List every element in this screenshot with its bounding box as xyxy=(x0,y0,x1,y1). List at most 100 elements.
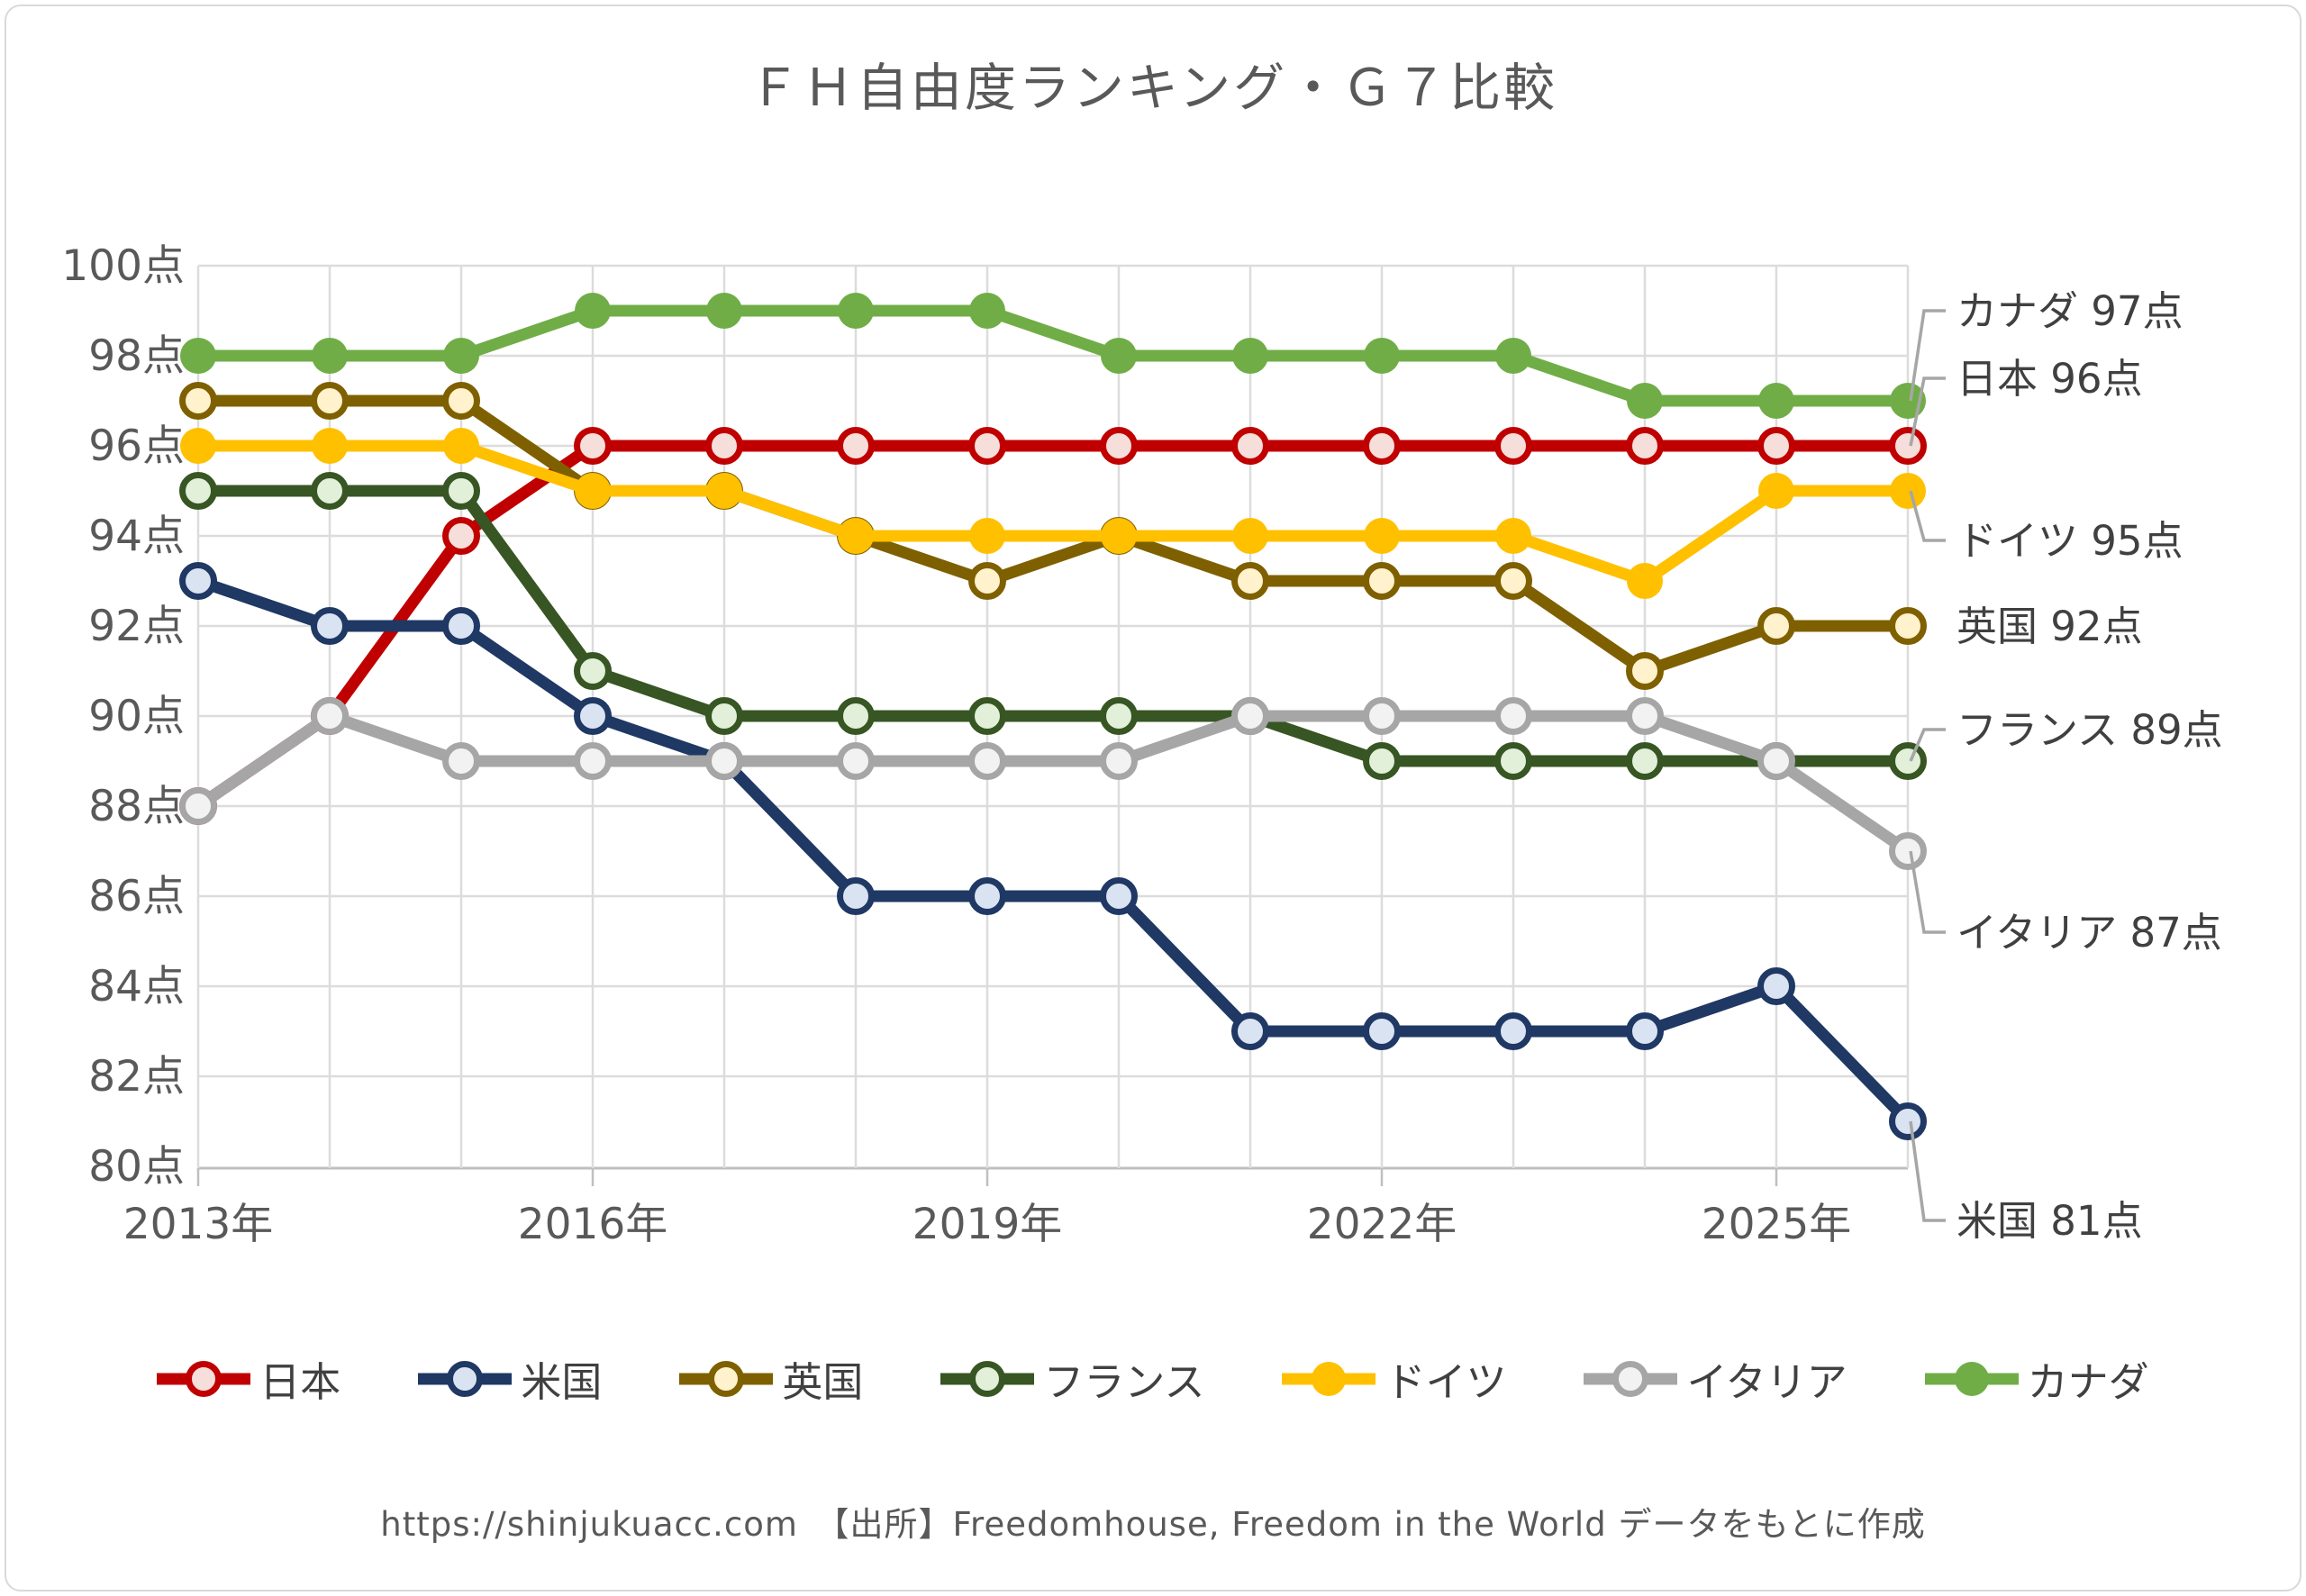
data-point-marker xyxy=(1495,338,1531,374)
annotation-japan: 日本 96点 xyxy=(1909,355,2143,447)
legend-item-usa: 米国 xyxy=(418,1349,602,1408)
data-point-marker xyxy=(1494,427,1532,465)
legend-swatch-japan xyxy=(157,1360,251,1397)
data-point-marker xyxy=(180,338,216,374)
data-point-marker xyxy=(1626,427,1664,465)
annotation-label: イタリア 87点 xyxy=(1956,909,2222,957)
data-point-marker xyxy=(968,877,1006,915)
data-point-marker xyxy=(1363,697,1401,735)
data-point-marker xyxy=(180,428,216,464)
data-point-marker xyxy=(1364,518,1400,554)
annotation-label: 英国 92点 xyxy=(1956,603,2143,650)
data-point-marker xyxy=(1231,427,1269,465)
x-axis-tick-label: 2016年 xyxy=(518,1200,668,1249)
legend-item-italy: イタリア xyxy=(1584,1349,1848,1408)
data-point-marker xyxy=(1231,697,1269,735)
data-point-marker xyxy=(1494,697,1532,735)
data-point-marker xyxy=(574,742,612,780)
data-point-marker xyxy=(838,293,874,329)
y-axis-tick-label: 98点 xyxy=(88,331,185,381)
series-line-canada xyxy=(192,304,1914,407)
data-point-marker xyxy=(574,652,612,690)
legend-swatch-usa xyxy=(418,1360,513,1397)
x-axis-tick-label: 2022年 xyxy=(1307,1200,1457,1249)
annotation-leader-line xyxy=(1909,728,1946,762)
data-point-marker xyxy=(1495,518,1531,554)
data-point-marker xyxy=(1100,877,1138,915)
y-axis-tick-label: 88点 xyxy=(88,782,185,831)
annotation-leader-line xyxy=(1909,309,1946,402)
annotation-leader-line xyxy=(1909,850,1946,934)
series-line-uk xyxy=(192,394,1914,677)
x-axis-tick-label: 2025年 xyxy=(1702,1200,1852,1249)
data-point-marker xyxy=(1889,742,1927,780)
x-axis-tick-label: 2019年 xyxy=(912,1200,1063,1249)
data-point-marker xyxy=(1231,562,1269,600)
legend-item-japan: 日本 xyxy=(157,1349,340,1408)
data-point-marker xyxy=(1363,1012,1401,1050)
data-point-marker xyxy=(1494,742,1532,780)
annotation-label: 日本 96点 xyxy=(1956,355,2143,403)
annotation-label: 米国 81点 xyxy=(1956,1197,2143,1245)
y-axis-tick-label: 80点 xyxy=(88,1142,185,1192)
source-note: https://shinjukuacc.com 【出所】Freedomhouse… xyxy=(380,1505,1926,1544)
legend-swatch-uk xyxy=(679,1360,774,1397)
data-point-marker xyxy=(311,607,349,645)
data-point-marker xyxy=(1758,383,1794,419)
data-point-marker xyxy=(1494,562,1532,600)
data-point-marker xyxy=(706,293,742,329)
annotation-leader-line xyxy=(1909,490,1946,542)
data-point-marker xyxy=(574,427,612,465)
legend-item-canada: カナダ xyxy=(1924,1349,2149,1408)
data-point-marker xyxy=(837,697,875,735)
legend-item-germany: ドイツ xyxy=(1282,1349,1506,1408)
data-point-marker xyxy=(837,742,875,780)
data-point-marker xyxy=(1889,607,1927,645)
data-point-marker xyxy=(442,607,480,645)
y-axis-tick-label: 90点 xyxy=(88,692,185,741)
annotation-italy: イタリア 87点 xyxy=(1909,850,2222,957)
data-point-marker xyxy=(1494,1012,1532,1050)
data-point-marker xyxy=(1232,518,1268,554)
legend-label-canada: カナダ xyxy=(2027,1358,2149,1406)
data-point-marker xyxy=(1363,562,1401,600)
data-point-marker xyxy=(575,473,611,509)
annotation-label: カナダ 97点 xyxy=(1956,287,2183,335)
data-point-marker xyxy=(443,428,479,464)
y-axis-tick-label: 96点 xyxy=(88,422,185,471)
annotation-usa: 米国 81点 xyxy=(1909,1120,2143,1245)
annotation-label: ドイツ 95点 xyxy=(1956,517,2183,565)
annotation-germany: ドイツ 95点 xyxy=(1909,490,2183,565)
data-point-marker xyxy=(575,293,611,329)
legend-item-uk: 英国 xyxy=(679,1349,863,1408)
data-point-marker xyxy=(1889,1102,1927,1140)
data-point-marker xyxy=(312,338,348,374)
data-point-marker xyxy=(1758,473,1794,509)
annotation-canada: カナダ 97点 xyxy=(1909,287,2183,402)
data-point-marker xyxy=(706,473,742,509)
data-point-marker xyxy=(1757,967,1795,1005)
data-point-marker xyxy=(311,697,349,735)
series-line-france xyxy=(192,485,1914,767)
annotation-uk: 英国 92点 xyxy=(1956,603,2143,650)
legend-label-uk: 英国 xyxy=(782,1358,864,1406)
y-axis-tick-label: 84点 xyxy=(88,962,185,1011)
data-point-marker xyxy=(179,562,217,600)
y-axis-tick-label: 82点 xyxy=(88,1052,185,1102)
data-point-marker xyxy=(969,518,1005,554)
legend-swatch-germany xyxy=(1282,1361,1376,1396)
data-point-marker xyxy=(1626,697,1664,735)
data-point-marker xyxy=(1627,563,1663,599)
chart-title: ＦＨ自由度ランキング・Ｇ７比較 xyxy=(748,59,1558,118)
chart-legend: 日本 米国 英国 フランス ドイツ イタリア カナダ xyxy=(0,1349,2306,1408)
legend-swatch-canada xyxy=(1924,1361,2019,1396)
data-point-marker xyxy=(968,742,1006,780)
annotation-leader-line xyxy=(1909,376,1946,447)
data-point-marker xyxy=(442,382,480,420)
data-point-marker xyxy=(838,518,874,554)
data-point-marker xyxy=(442,742,480,780)
legend-label-japan: 日本 xyxy=(259,1358,341,1406)
data-point-marker xyxy=(1364,338,1400,374)
data-point-marker xyxy=(968,697,1006,735)
